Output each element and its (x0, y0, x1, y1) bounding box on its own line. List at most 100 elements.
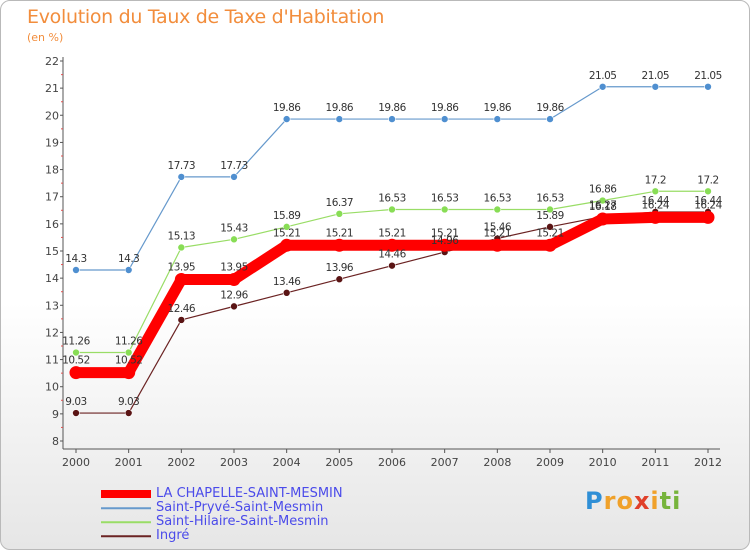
data-label-saint-hilaire: 16.53 (431, 192, 459, 204)
data-label-saint-pryve: 19.86 (273, 102, 301, 114)
legend-label-ingre: Ingré (156, 528, 190, 543)
data-label-saint-pryve: 17.73 (220, 160, 248, 172)
data-point-saint-pryve (124, 266, 133, 274)
data-point-saint-pryve (230, 173, 238, 181)
y-tick-label: 16 (45, 218, 59, 231)
data-label-la-chapelle: 15.21 (484, 227, 512, 239)
legend-item-ingre: Ingré (101, 528, 421, 543)
data-point-saint-pryve (282, 115, 291, 123)
data-label-ingre: 16.44 (642, 195, 670, 207)
data-label-la-chapelle: 15.21 (326, 227, 354, 239)
data-label-ingre: 12.46 (168, 303, 196, 315)
x-tick-label: 2000 (62, 456, 90, 469)
data-label-saint-pryve: 21.05 (589, 70, 617, 82)
data-label-saint-pryve: 19.86 (378, 102, 406, 114)
data-label-saint-pryve: 14.3 (65, 253, 86, 265)
data-point-la-chapelle (280, 238, 294, 252)
x-tick-label: 2009 (536, 456, 564, 469)
legend-item-saint-pryve: Saint-Pryvé-Saint-Mesmin (101, 500, 421, 515)
proxiti-logo: Proxiti (585, 487, 681, 515)
legend-label-la-chapelle: LA CHAPELLE-SAINT-MESMIN (156, 486, 343, 501)
legend-swatch-ingre (101, 535, 151, 537)
x-tick-label: 2012 (694, 456, 722, 469)
legend-swatch-la-chapelle (101, 490, 151, 498)
x-tick-label: 2002 (167, 456, 195, 469)
data-point-saint-hilaire (335, 210, 344, 218)
data-label-saint-hilaire: 17.2 (697, 174, 718, 186)
data-label-la-chapelle: 16.24 (694, 199, 722, 211)
data-point-ingre (177, 316, 186, 324)
data-label-saint-pryve: 21.05 (694, 70, 722, 82)
data-point-ingre (124, 409, 133, 417)
data-label-saint-hilaire: 16.53 (484, 192, 512, 204)
x-tick-label: 2007 (431, 456, 459, 469)
data-label-saint-pryve: 19.86 (536, 102, 564, 114)
data-point-la-chapelle (490, 238, 504, 252)
y-tick-label: 10 (45, 381, 59, 394)
x-tick-label: 2003 (220, 456, 248, 469)
data-label-la-chapelle: 16.18 (589, 201, 617, 213)
data-label-saint-pryve: 19.86 (484, 102, 512, 114)
data-label-saint-hilaire: 11.26 (62, 336, 90, 348)
data-point-la-chapelle (596, 212, 610, 226)
logo-letter: t (659, 487, 673, 515)
data-label-ingre: 14.46 (378, 249, 406, 261)
data-label-saint-hilaire: 16.53 (536, 192, 564, 204)
data-point-saint-hilaire (388, 205, 396, 214)
data-label-saint-pryve: 14.3 (118, 253, 139, 265)
data-label-la-chapelle: 16.24 (642, 199, 670, 211)
data-point-la-chapelle (438, 238, 452, 252)
data-point-saint-hilaire (493, 205, 502, 214)
x-tick-label: 2008 (483, 456, 511, 469)
logo-letter: i (672, 487, 682, 515)
data-point-saint-hilaire (124, 348, 133, 357)
data-point-la-chapelle (122, 366, 136, 380)
data-point-saint-pryve (651, 82, 660, 91)
legend-swatch-saint-hilaire (101, 521, 151, 523)
data-point-saint-pryve (493, 115, 502, 123)
y-tick-label: 22 (45, 55, 59, 68)
data-point-saint-hilaire (177, 243, 186, 252)
logo-letter: o (616, 487, 634, 515)
data-point-ingre (388, 261, 396, 270)
y-tick-label: 14 (45, 272, 59, 285)
data-label-saint-hilaire: 16.53 (378, 192, 406, 204)
data-point-saint-pryve (704, 82, 712, 91)
data-point-saint-hilaire (282, 223, 291, 231)
y-tick-label: 20 (45, 109, 59, 122)
x-tick-label: 2001 (115, 456, 143, 469)
data-point-saint-pryve (335, 115, 344, 123)
logo-letter: P (585, 487, 604, 515)
data-label-saint-hilaire: 11.26 (115, 336, 143, 348)
logo-letter: x (633, 487, 651, 515)
data-label-ingre: 12.96 (220, 289, 248, 301)
x-tick-label: 2005 (325, 456, 353, 469)
data-label-la-chapelle: 10.52 (115, 355, 143, 367)
legend-item-la-chapelle: LA CHAPELLE-SAINT-MESMIN (101, 486, 421, 501)
data-point-la-chapelle (332, 238, 346, 252)
data-label-ingre: 9.03 (118, 396, 139, 408)
data-point-la-chapelle (174, 273, 188, 286)
y-tick-label: 9 (52, 408, 59, 421)
data-label-la-chapelle: 15.21 (273, 227, 301, 239)
data-point-la-chapelle (227, 273, 241, 286)
data-label-la-chapelle: 15.21 (431, 227, 459, 239)
data-label-saint-hilaire: 16.37 (326, 197, 354, 209)
data-label-saint-pryve: 21.05 (642, 70, 670, 82)
data-label-ingre: 13.46 (273, 276, 301, 288)
data-point-saint-hilaire (651, 187, 660, 196)
x-tick-label: 2004 (273, 456, 301, 469)
y-tick-label: 11 (45, 354, 59, 367)
data-point-la-chapelle (385, 238, 399, 252)
data-point-saint-pryve (546, 115, 554, 123)
data-label-la-chapelle: 13.95 (168, 262, 196, 274)
data-point-la-chapelle (648, 210, 662, 224)
data-label-la-chapelle: 13.95 (220, 262, 248, 274)
data-point-saint-pryve (598, 82, 607, 91)
data-label-saint-pryve: 19.86 (326, 102, 354, 114)
data-label-ingre: 15.46 (484, 222, 512, 234)
data-label-ingre: 16.44 (694, 195, 722, 207)
data-label-la-chapelle: 15.21 (378, 227, 406, 239)
y-tick-label: 21 (45, 82, 59, 95)
